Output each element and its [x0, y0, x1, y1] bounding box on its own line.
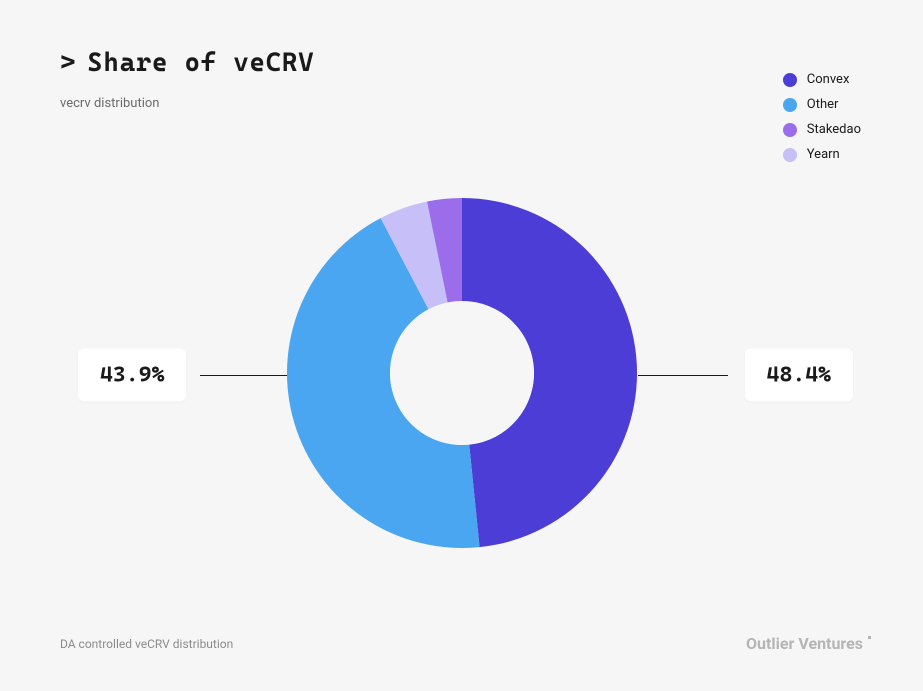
page-subtitle: vecrv distribution	[60, 96, 315, 111]
callout-other: 43.9%	[78, 349, 186, 402]
legend-item-yearn: Yearn	[783, 147, 861, 162]
callout-convex: 48.4%	[745, 349, 853, 402]
legend-item-other: Other	[783, 97, 861, 112]
legend-swatch-icon	[783, 73, 797, 87]
legend-label: Convex	[807, 72, 850, 87]
callout-value: 48.4%	[767, 363, 831, 388]
legend-label: Other	[807, 97, 839, 112]
title-prefix: >	[60, 48, 75, 78]
footer-note: DA controlled veCRV distribution	[60, 637, 233, 651]
brand-text: Outlier Ventures	[746, 634, 863, 653]
chart-header: > Share of veCRV vecrv distribution	[60, 48, 315, 111]
chart-footer: DA controlled veCRV distribution Outlier…	[60, 634, 863, 653]
legend-item-convex: Convex	[783, 72, 861, 87]
donut-hole	[390, 301, 534, 445]
legend-label: Yearn	[807, 147, 840, 162]
donut-svg	[287, 198, 637, 548]
legend-label: Stakedao	[807, 122, 861, 137]
legend-swatch-icon	[783, 148, 797, 162]
legend-swatch-icon	[783, 123, 797, 137]
legend-swatch-icon	[783, 98, 797, 112]
donut-chart-area: 48.4% 43.9%	[0, 175, 923, 575]
title-row: > Share of veCRV	[60, 48, 315, 78]
chart-legend: Convex Other Stakedao Yearn	[783, 72, 861, 172]
legend-item-stakedao: Stakedao	[783, 122, 861, 137]
brand-dot-icon	[868, 636, 871, 639]
brand-label: Outlier Ventures	[746, 634, 863, 653]
leader-line-right	[638, 375, 728, 376]
page-title: Share of veCRV	[87, 48, 314, 78]
donut-chart	[287, 198, 637, 552]
leader-line-left	[200, 375, 290, 376]
callout-value: 43.9%	[100, 363, 164, 388]
